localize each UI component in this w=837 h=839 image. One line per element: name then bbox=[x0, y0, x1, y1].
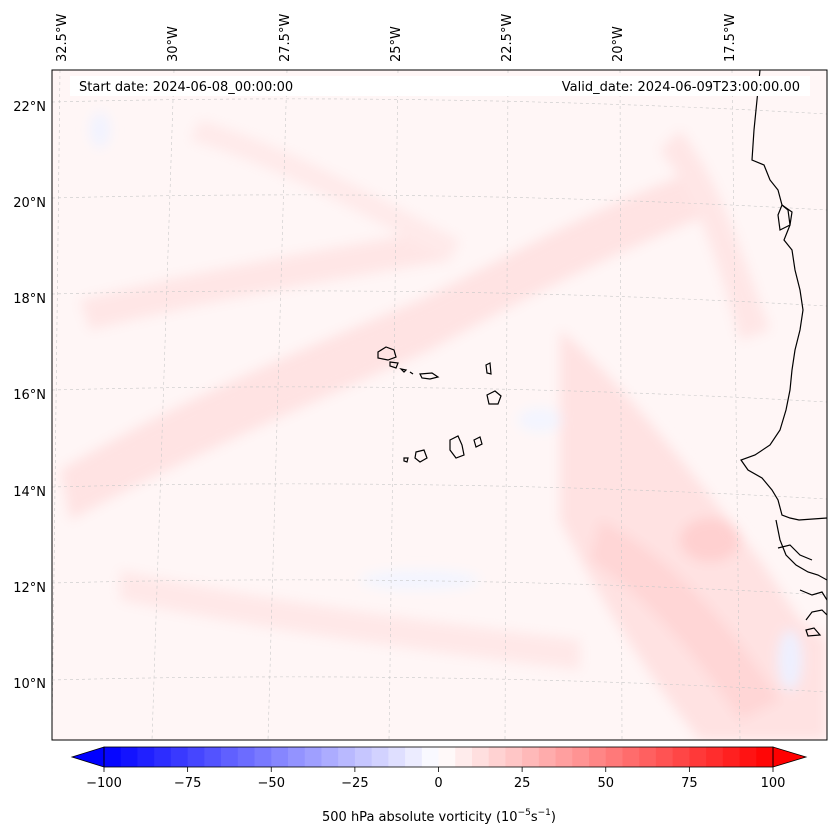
colorbar-cell bbox=[589, 747, 607, 767]
lon-label: 25°W bbox=[389, 26, 404, 62]
header-box bbox=[70, 76, 810, 96]
colorbar-cell bbox=[221, 747, 239, 767]
colorbar-extend-max bbox=[772, 746, 808, 768]
colorbar-cell bbox=[405, 747, 423, 767]
colorbar-cell bbox=[639, 747, 657, 767]
lon-label: 27.5°W bbox=[278, 14, 293, 62]
africa-coast bbox=[740, 70, 827, 521]
colorbar-tick-label: −50 bbox=[258, 776, 285, 791]
colorbar-cell bbox=[137, 747, 155, 767]
colorbar-cell bbox=[204, 747, 222, 767]
colorbar-cell bbox=[321, 747, 339, 767]
colorbar-cells bbox=[104, 747, 774, 767]
colorbar-cell bbox=[304, 747, 322, 767]
colorbar-cell bbox=[471, 747, 490, 767]
longitude-labels: 32.5°W 30°W 27.5°W 25°W 22.5°W 20°W 17.5… bbox=[55, 14, 738, 62]
colorbar-cell bbox=[254, 747, 272, 767]
colorbar-cell bbox=[187, 747, 205, 767]
colorbar-cell bbox=[689, 747, 707, 767]
map-frame bbox=[51, 69, 828, 741]
colorbar-cell bbox=[739, 747, 757, 767]
lon-label: 30°W bbox=[166, 26, 181, 62]
cape-verde-islands bbox=[377, 346, 502, 463]
colorbar-cell bbox=[505, 747, 523, 767]
colorbar-cell bbox=[271, 747, 289, 767]
colorbar-cell bbox=[555, 747, 573, 767]
colorbar-cell bbox=[522, 747, 540, 767]
valid-date-label: Valid_date: 2024-06-09T23:00:00.00 bbox=[562, 80, 800, 95]
lon-label: 17.5°W bbox=[723, 14, 738, 62]
lon-label: 20°W bbox=[611, 26, 626, 62]
colorbar-cell bbox=[287, 747, 306, 767]
colorbar-cell bbox=[338, 747, 356, 767]
lat-label: 10°N bbox=[13, 677, 46, 692]
colorbar-cell bbox=[388, 747, 406, 767]
latitude-labels: 22°N 20°N 18°N 16°N 14°N 12°N 10°N bbox=[13, 100, 46, 692]
graticule bbox=[52, 70, 827, 740]
colorbar-tick-label: −100 bbox=[86, 776, 122, 791]
colorbar-tick-label: 0 bbox=[434, 776, 442, 791]
colorbar-cell bbox=[572, 747, 590, 767]
colorbar-cell bbox=[655, 747, 674, 767]
colorbar-tick-label: 100 bbox=[761, 776, 786, 791]
colorbar-cell bbox=[622, 747, 640, 767]
colorbar-cell bbox=[371, 747, 389, 767]
colorbar-cell bbox=[120, 747, 138, 767]
colorbar-ticks: −100 −75 −50 −25 0 25 50 75 100 bbox=[86, 767, 785, 791]
colorbar-cell bbox=[706, 747, 724, 767]
colorbar-tick-label: −75 bbox=[174, 776, 201, 791]
lat-label: 20°N bbox=[13, 196, 46, 211]
colorbar-cell bbox=[488, 747, 506, 767]
start-date-label: Start date: 2024-06-08_00:00:00 bbox=[79, 80, 293, 95]
vorticity-field bbox=[60, 112, 827, 740]
lat-label: 16°N bbox=[13, 388, 46, 403]
colorbar-cell bbox=[154, 747, 172, 767]
colorbar-cell bbox=[756, 747, 774, 767]
lat-label: 18°N bbox=[13, 292, 46, 307]
colorbar-tick-label: 25 bbox=[514, 776, 531, 791]
colorbar-cell bbox=[455, 747, 473, 767]
colorbar-cell bbox=[605, 747, 623, 767]
colorbar-cell bbox=[538, 747, 556, 767]
colorbar: −100 −75 −50 −25 0 25 50 75 100 500 hPa absolute… bbox=[70, 746, 808, 825]
lon-label: 32.5°W bbox=[55, 14, 70, 62]
colorbar-cell bbox=[421, 747, 439, 767]
colorbar-cell bbox=[170, 747, 189, 767]
colorbar-cell bbox=[104, 747, 122, 767]
map-panel[interactable] bbox=[52, 70, 827, 740]
colorbar-cell bbox=[722, 747, 740, 767]
colorbar-tick-label: 75 bbox=[681, 776, 698, 791]
lat-label: 12°N bbox=[13, 581, 46, 596]
coastline bbox=[740, 70, 827, 637]
colorbar-cell bbox=[672, 747, 690, 767]
lat-label: 22°N bbox=[13, 100, 46, 115]
colorbar-cell bbox=[438, 747, 456, 767]
colorbar-cell bbox=[354, 747, 373, 767]
colorbar-extend-min bbox=[70, 746, 105, 768]
colorbar-label: 500 hPa absolute vorticity (10−5s−1) bbox=[322, 808, 556, 825]
colorbar-tick-label: 50 bbox=[597, 776, 614, 791]
lat-label: 14°N bbox=[13, 485, 46, 500]
colorbar-tick-label: −25 bbox=[341, 776, 368, 791]
lon-label: 22.5°W bbox=[500, 14, 515, 62]
colorbar-cell bbox=[237, 747, 255, 767]
